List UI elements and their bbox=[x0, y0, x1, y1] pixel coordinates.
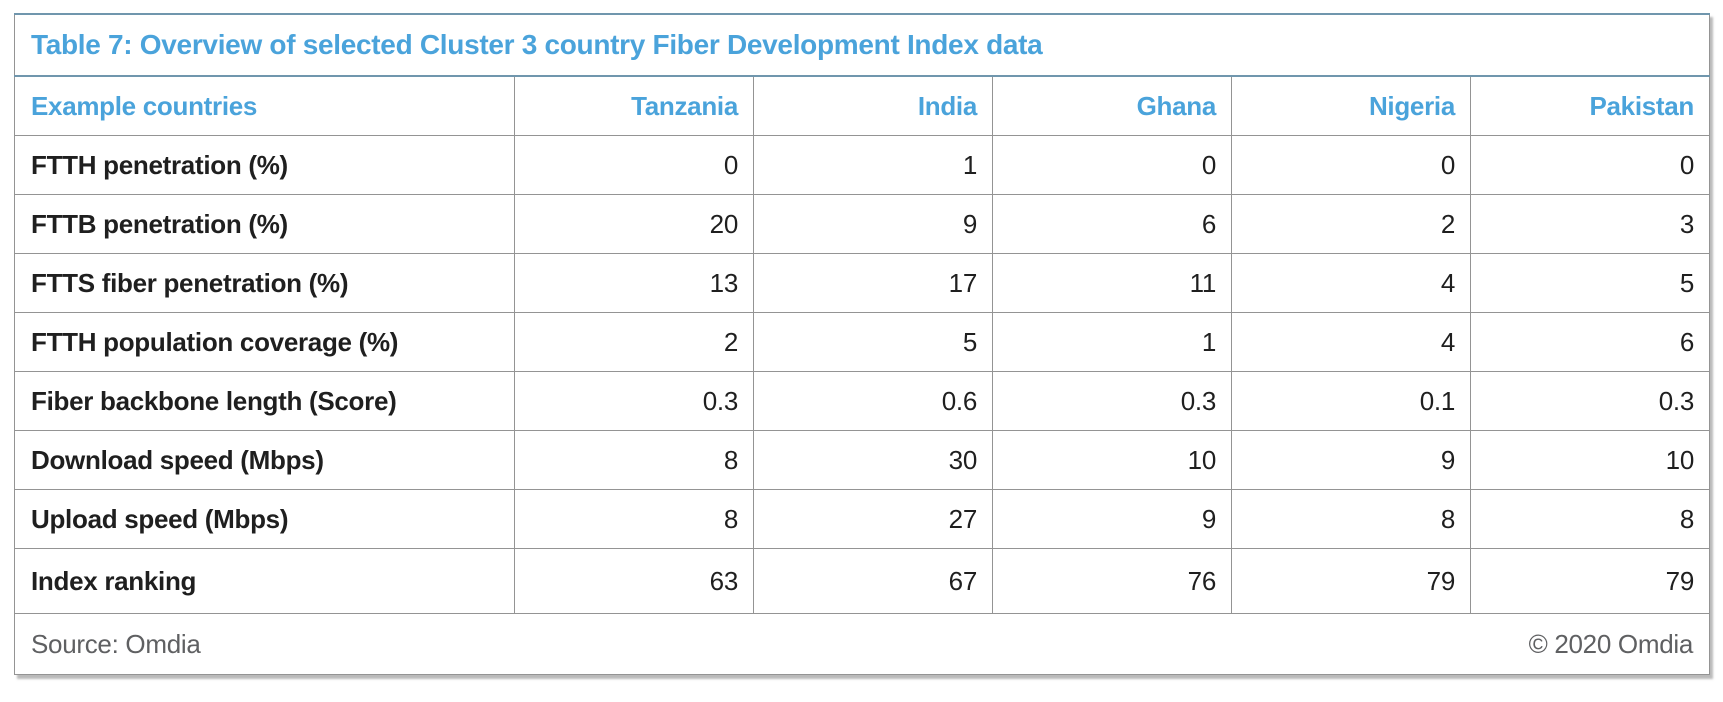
table-row-download-speed: Download speed (Mbps) 8 30 10 9 10 bbox=[14, 430, 1710, 490]
table-title-row: Table 7: Overview of selected Cluster 3 … bbox=[14, 13, 1710, 77]
value-cell: 8 bbox=[514, 489, 754, 549]
footer-source: Source: Omdia bbox=[31, 628, 201, 659]
value-cell: 5 bbox=[753, 312, 993, 372]
value-cell: 0.3 bbox=[514, 371, 754, 431]
header-example-countries: Example countries bbox=[14, 75, 515, 136]
header-country-pakistan: Pakistan bbox=[1470, 75, 1710, 136]
value-cell: 10 bbox=[1470, 430, 1710, 490]
value-cell: 30 bbox=[753, 430, 993, 490]
value-cell: 1 bbox=[992, 312, 1232, 372]
value-cell: 27 bbox=[753, 489, 993, 549]
table-footer-row: Source: Omdia © 2020 Omdia bbox=[14, 613, 1710, 675]
value-cell: 1 bbox=[753, 135, 993, 195]
value-cell: 0 bbox=[1470, 135, 1710, 195]
table-row-upload-speed: Upload speed (Mbps) 8 27 9 8 8 bbox=[14, 489, 1710, 549]
value-cell: 3 bbox=[1470, 194, 1710, 254]
header-country-india: India bbox=[753, 75, 993, 136]
row-label: Download speed (Mbps) bbox=[14, 430, 515, 490]
fiber-development-index-table: Table 7: Overview of selected Cluster 3 … bbox=[14, 13, 1710, 675]
value-cell: 13 bbox=[514, 253, 754, 313]
value-cell: 4 bbox=[1231, 312, 1471, 372]
value-cell: 8 bbox=[514, 430, 754, 490]
table-row-ftth-population-coverage: FTTH population coverage (%) 2 5 1 4 6 bbox=[14, 312, 1710, 372]
value-cell: 5 bbox=[1470, 253, 1710, 313]
table-title: Table 7: Overview of selected Cluster 3 … bbox=[14, 13, 1710, 77]
value-cell: 6 bbox=[992, 194, 1232, 254]
value-cell: 2 bbox=[1231, 194, 1471, 254]
value-cell: 63 bbox=[514, 548, 754, 614]
table-footer-cell: Source: Omdia © 2020 Omdia bbox=[14, 613, 1710, 675]
footer-copyright: © 2020 Omdia bbox=[1528, 628, 1694, 659]
table-row-ftts-fiber-penetration: FTTS fiber penetration (%) 13 17 11 4 5 bbox=[14, 253, 1710, 313]
value-cell: 11 bbox=[992, 253, 1232, 313]
value-cell: 79 bbox=[1231, 548, 1471, 614]
header-country-tanzania: Tanzania bbox=[514, 75, 754, 136]
row-label: FTTH population coverage (%) bbox=[14, 312, 515, 372]
table-row-index-ranking: Index ranking 63 67 76 79 79 bbox=[14, 548, 1710, 614]
value-cell: 0.3 bbox=[1470, 371, 1710, 431]
header-country-nigeria: Nigeria bbox=[1231, 75, 1471, 136]
value-cell: 20 bbox=[514, 194, 754, 254]
row-label: Index ranking bbox=[14, 548, 515, 614]
value-cell: 76 bbox=[992, 548, 1232, 614]
value-cell: 0 bbox=[992, 135, 1232, 195]
value-cell: 0 bbox=[1231, 135, 1471, 195]
value-cell: 10 bbox=[992, 430, 1232, 490]
value-cell: 8 bbox=[1231, 489, 1471, 549]
table-header-row: Example countries Tanzania India Ghana N… bbox=[14, 75, 1710, 136]
value-cell: 4 bbox=[1231, 253, 1471, 313]
value-cell: 0.6 bbox=[753, 371, 993, 431]
value-cell: 79 bbox=[1470, 548, 1710, 614]
row-label: Upload speed (Mbps) bbox=[14, 489, 515, 549]
value-cell: 17 bbox=[753, 253, 993, 313]
value-cell: 9 bbox=[992, 489, 1232, 549]
row-label: Fiber backbone length (Score) bbox=[14, 371, 515, 431]
value-cell: 0.1 bbox=[1231, 371, 1471, 431]
table-footer: Source: Omdia © 2020 Omdia bbox=[15, 629, 1709, 660]
table-row-fttb-penetration: FTTB penetration (%) 20 9 6 2 3 bbox=[14, 194, 1710, 254]
value-cell: 8 bbox=[1470, 489, 1710, 549]
value-cell: 0 bbox=[514, 135, 754, 195]
row-label: FTTS fiber penetration (%) bbox=[14, 253, 515, 313]
header-country-ghana: Ghana bbox=[992, 75, 1232, 136]
value-cell: 2 bbox=[514, 312, 754, 372]
value-cell: 6 bbox=[1470, 312, 1710, 372]
row-label: FTTB penetration (%) bbox=[14, 194, 515, 254]
value-cell: 9 bbox=[753, 194, 993, 254]
value-cell: 0.3 bbox=[992, 371, 1232, 431]
value-cell: 67 bbox=[753, 548, 993, 614]
value-cell: 9 bbox=[1231, 430, 1471, 490]
table-row-ftth-penetration: FTTH penetration (%) 0 1 0 0 0 bbox=[14, 135, 1710, 195]
table-row-fiber-backbone-length: Fiber backbone length (Score) 0.3 0.6 0.… bbox=[14, 371, 1710, 431]
row-label: FTTH penetration (%) bbox=[14, 135, 515, 195]
